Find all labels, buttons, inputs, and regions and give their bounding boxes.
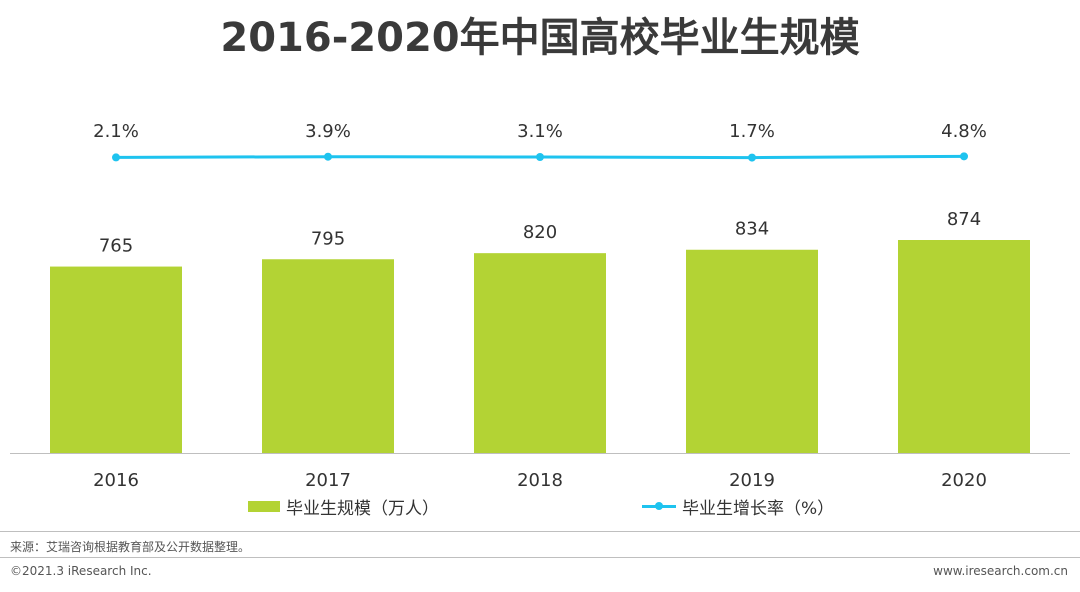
legend-bar-swatch [248, 500, 280, 512]
bar-value-label-2016: 765 [99, 236, 133, 257]
footer-divider-top [0, 531, 1080, 532]
copyright-text: ©2021.3 iResearch Inc. [10, 564, 152, 578]
bar-2017 [262, 259, 394, 453]
growth-point-2017 [324, 152, 332, 161]
x-tick-label-2018: 2018 [517, 470, 563, 491]
bar-2019 [686, 249, 818, 453]
growth-rate-label-2018: 3.1% [517, 121, 563, 142]
legend-line-label: 毕业生增长率（%） [682, 498, 835, 519]
growth-point-2016 [112, 153, 120, 162]
bar-value-label-2017: 795 [311, 228, 345, 249]
bar-2016 [50, 266, 182, 453]
bar-value-label-2019: 834 [735, 219, 769, 240]
x-tick-label-2019: 2019 [729, 470, 775, 491]
growth-rate-label-2019: 1.7% [729, 121, 775, 142]
growth-rate-label-2016: 2.1% [93, 121, 139, 142]
growth-point-2020 [960, 152, 968, 161]
bar-value-label-2020: 874 [947, 209, 981, 230]
growth-rate-label-2017: 3.9% [305, 121, 351, 142]
legend-bar-label: 毕业生规模（万人） [286, 498, 439, 519]
growth-point-2019 [748, 153, 756, 162]
legend-item-bar: 毕业生规模（万人） [248, 494, 439, 519]
bar-2018 [474, 253, 606, 453]
website-text: www.iresearch.com.cn [933, 564, 1068, 578]
legend-item-line: 毕业生增长率（%） [642, 494, 835, 519]
growth-rate-label-2020: 4.8% [941, 121, 987, 142]
footer-divider-bottom [0, 557, 1080, 558]
legend-line-swatch [642, 500, 676, 512]
x-tick-label-2020: 2020 [941, 470, 987, 491]
x-tick-label-2017: 2017 [305, 470, 351, 491]
bar-value-label-2018: 820 [523, 222, 557, 243]
growth-point-2018 [536, 153, 544, 162]
x-tick-label-2016: 2016 [93, 470, 139, 491]
bar-2020 [898, 240, 1030, 453]
source-note: 来源：艾瑞咨询根据教育部及公开数据整理。 [10, 540, 251, 554]
chart-title: 2016-2020年中国高校毕业生规模 [220, 15, 860, 61]
